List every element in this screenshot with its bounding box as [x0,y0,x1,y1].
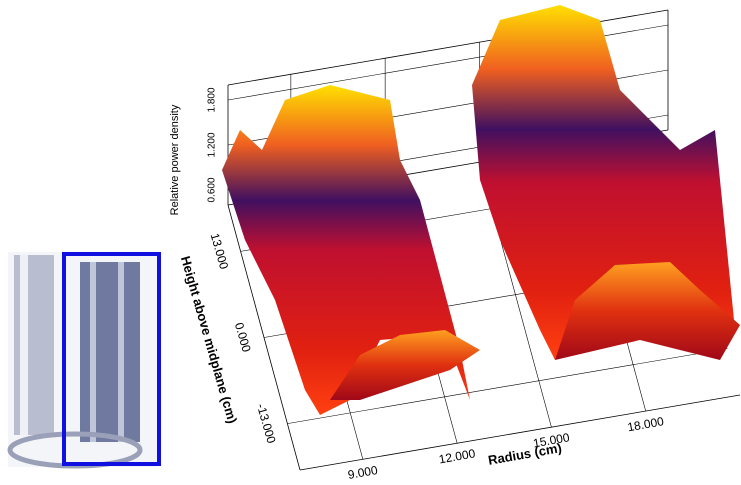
y-tick-label: -13.000 [254,402,279,445]
thumbnail [7,252,161,469]
x-tick-label: 18.000 [626,414,665,434]
x-tick-label: 9.000 [347,463,379,482]
x-tick-label: 15.000 [532,430,571,450]
y-axis-label: Height above midplane (cm) [178,254,240,425]
y-tick-label: 0.000 [232,321,254,354]
surface [222,5,740,415]
z-tick-label: 0.600 [207,177,218,202]
x-tick-label: 12.000 [438,446,477,466]
z-tick-label: 1.200 [207,132,218,157]
z-tick-label: 1.800 [207,87,218,112]
axis-line [299,394,741,471]
z-axis-label: Relative power density [169,104,181,215]
y-tick-label: 13.000 [208,232,232,271]
grid-line [287,348,728,424]
